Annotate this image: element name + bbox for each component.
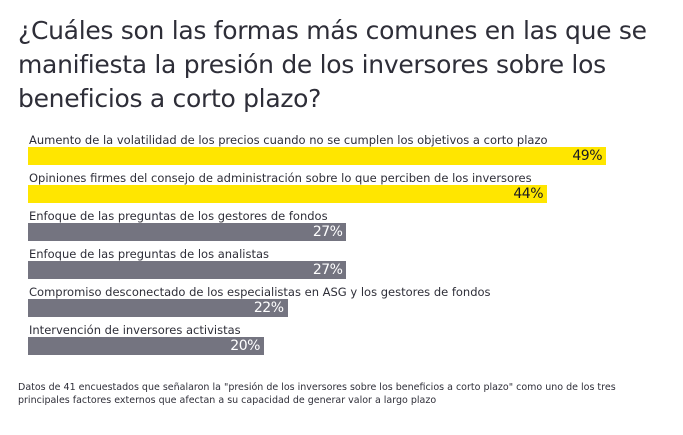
category-label: Enfoque de las preguntas de los analista… [29,247,270,261]
bar: 20% [28,337,264,355]
bar: 44% [28,185,548,203]
bar: 27% [28,261,347,279]
bar: 49% [28,147,606,165]
bar: 22% [28,299,288,317]
category-label: Intervención de inversores activistas [29,323,241,337]
footnote: Datos de 41 encuestados que señalaron la… [18,382,616,406]
chart-title: ¿Cuáles son las formas más comunes en la… [18,16,647,113]
category-label: Compromiso desconectado de los especiali… [29,285,491,299]
value-label: 22% [253,300,284,316]
value-label: 20% [230,338,260,354]
value-label: 49% [572,148,602,164]
category-label: Opiniones firmes del consejo de administ… [29,171,532,185]
category-label: Aumento de la volatilidad de los precios… [29,133,548,147]
value-label: 27% [312,262,343,278]
category-label: Enfoque de las preguntas de los gestores… [29,209,328,223]
value-label: 44% [513,186,544,202]
bar: 27% [28,223,347,241]
value-label: 27% [312,224,343,240]
